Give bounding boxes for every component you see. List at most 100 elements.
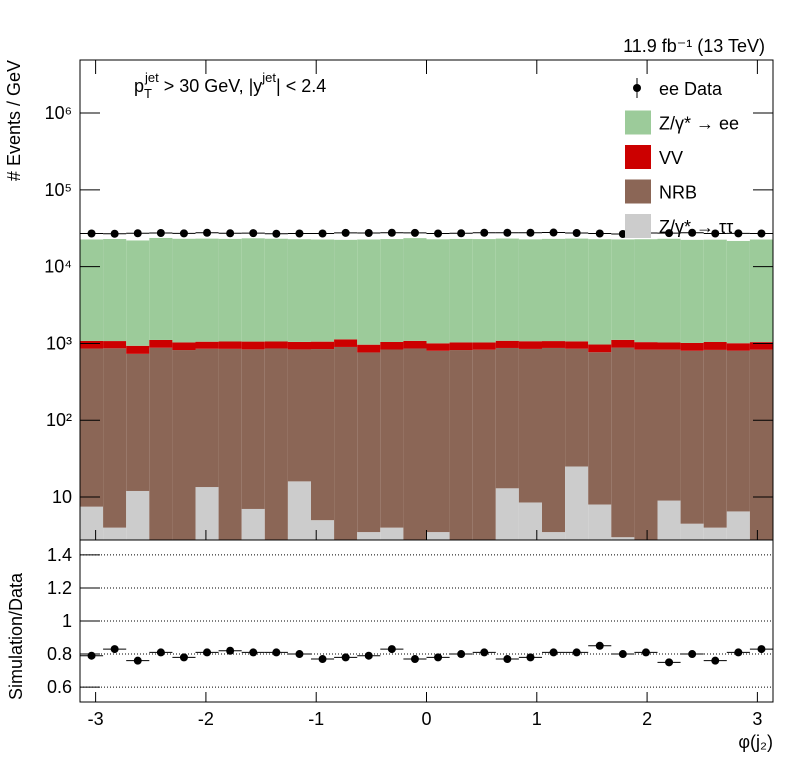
stack-bar [334, 239, 358, 340]
stack-bar [403, 340, 427, 349]
y-tick-label: 10² [46, 410, 72, 430]
data-point [572, 229, 581, 238]
stack-bar [657, 238, 681, 343]
stack-bar [703, 349, 727, 528]
stack-bar [565, 341, 589, 349]
data-point [480, 228, 489, 237]
stack-bar [172, 238, 196, 343]
stack-bar [426, 239, 450, 344]
ratio-point [318, 655, 327, 664]
stack-bar [241, 238, 265, 342]
stack-bar [680, 342, 704, 351]
stack-bar [495, 488, 519, 540]
stack-bar [749, 349, 773, 540]
ratio-point [249, 648, 258, 657]
legend-swatch [625, 110, 651, 135]
data-point [364, 229, 373, 238]
data-point [526, 228, 535, 237]
y-tick-label: 10⁵ [45, 180, 72, 200]
stack-bar [380, 527, 404, 540]
ratio-point [549, 648, 558, 657]
legend-swatch [625, 214, 651, 238]
ratio-point [641, 648, 650, 657]
x-tick-label: -1 [308, 709, 324, 729]
ratio-point [387, 645, 396, 654]
stack-bar [103, 348, 127, 528]
stack-bar [218, 348, 242, 540]
y-tick-label: 1.4 [47, 545, 72, 565]
stack-bar [726, 240, 750, 344]
data-point [387, 228, 396, 237]
stack-bar [726, 511, 750, 540]
ratio-point [226, 646, 235, 655]
stack-bar [241, 349, 265, 509]
legend-label: NRB [659, 183, 697, 203]
stack-bar [588, 352, 612, 505]
ratio-point [410, 655, 419, 664]
stack-bar [287, 349, 311, 482]
ratio-y-axis-label: Simulation/Data [6, 572, 26, 700]
ratio-point [688, 650, 697, 659]
data-point [711, 229, 720, 238]
annotation-part: | < 2.4 [276, 76, 326, 96]
ratio-point [618, 650, 627, 659]
stack-bar [172, 342, 196, 351]
legend-marker [633, 84, 641, 92]
stack-bar [80, 348, 104, 507]
ratio-point [110, 645, 119, 654]
legend-swatch [625, 145, 651, 169]
stack-bar [449, 342, 473, 351]
stack-bar [380, 349, 404, 528]
y-tick-label: 10⁶ [45, 103, 72, 123]
stack-bar [565, 348, 589, 467]
data-point [549, 228, 558, 237]
y-tick-label: 10³ [46, 333, 72, 353]
stack-bar [611, 239, 635, 340]
stack-bar [195, 348, 219, 488]
data-point [295, 229, 304, 238]
stack-bar [588, 344, 612, 353]
ratio-point [87, 651, 96, 660]
stack-bar [472, 342, 496, 350]
stack-bar [449, 238, 473, 343]
stack-bar [126, 345, 150, 354]
stack-bar [680, 350, 704, 524]
data-point [272, 229, 281, 238]
ratio-point [595, 641, 604, 650]
ratio-point [480, 648, 489, 657]
y-tick-label: 1.2 [47, 578, 72, 598]
y-tick-label: 10 [52, 487, 72, 507]
stack-bar [680, 523, 704, 540]
stack-bar [80, 239, 104, 341]
data-point [503, 228, 512, 237]
stack-bar [126, 353, 150, 491]
stack-bar [542, 347, 566, 533]
x-tick-label: 3 [752, 709, 762, 729]
annotation-part: jet [144, 70, 159, 85]
y-tick-label: 10⁴ [44, 257, 72, 277]
data-point [341, 228, 350, 237]
stack-bar [287, 239, 311, 342]
ratio-point [665, 658, 674, 667]
stack-bar [287, 341, 311, 350]
ratio-point [295, 650, 304, 659]
stack-bar [565, 466, 589, 540]
data-point [457, 229, 466, 238]
ratio-point [572, 648, 581, 657]
stack-bar [749, 342, 773, 350]
ratio-point [179, 653, 188, 662]
stack-bar [703, 239, 727, 343]
data-point [87, 229, 96, 238]
stack-bar [611, 347, 635, 538]
stack-bar [80, 340, 104, 349]
stack-bar [472, 349, 496, 540]
stack-bar [149, 339, 173, 348]
data-point [156, 229, 165, 238]
stack-bar [565, 238, 589, 342]
stack-bar [334, 346, 358, 540]
stack-bar [634, 342, 658, 350]
stack-bar [426, 350, 450, 533]
stack-bar [172, 350, 196, 540]
annotation-part: > 30 GeV, |y [159, 76, 263, 96]
stack-bar [426, 532, 450, 540]
